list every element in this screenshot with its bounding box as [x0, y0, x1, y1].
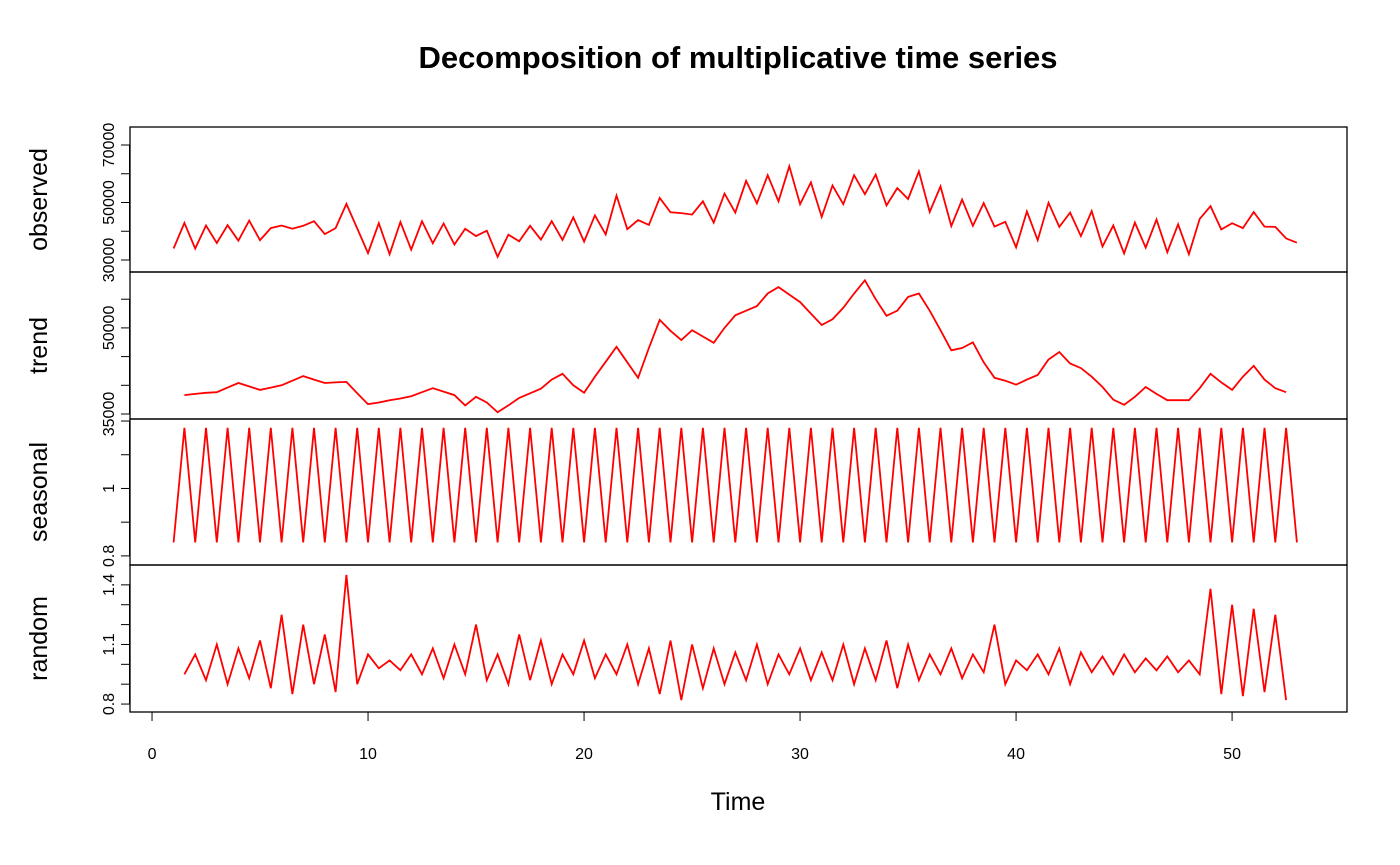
panel-label: random: [25, 596, 53, 681]
x-tick-label: 0: [148, 746, 157, 763]
y-tick-label: 35000: [101, 392, 118, 437]
panel-label: seasonal: [25, 442, 53, 542]
x-tick-label: 20: [575, 746, 593, 763]
series-line: [183, 574, 1287, 701]
panel-frame: [129, 126, 1348, 273]
series-line: [172, 427, 1298, 543]
y-tick-label: 1.4: [101, 574, 118, 596]
y-tick-label: 30000: [101, 238, 118, 283]
y-tick-label: 0.8: [101, 545, 118, 567]
y-tick-label: 50000: [101, 306, 118, 351]
chart-title: Decomposition of multiplicative time ser…: [418, 40, 1057, 75]
panel-label: observed: [25, 148, 53, 251]
x-tick-label: 50: [1223, 746, 1241, 763]
panel-frame: [129, 564, 1348, 713]
series-line: [184, 278, 1287, 414]
y-tick-label: 1.1: [101, 633, 118, 655]
series-line: [172, 163, 1298, 259]
y-tick-label: 1: [101, 484, 118, 493]
y-tick-label: 70000: [101, 123, 118, 168]
x-tick-label: 40: [1007, 746, 1025, 763]
x-axis-label: Time: [711, 788, 766, 816]
y-tick-label: 50000: [101, 180, 118, 225]
x-tick-label: 10: [359, 746, 377, 763]
panel-label: trend: [25, 317, 53, 374]
y-tick-label: 0.8: [101, 693, 118, 715]
x-tick-label: 30: [791, 746, 809, 763]
panel-frame: [129, 271, 1348, 420]
